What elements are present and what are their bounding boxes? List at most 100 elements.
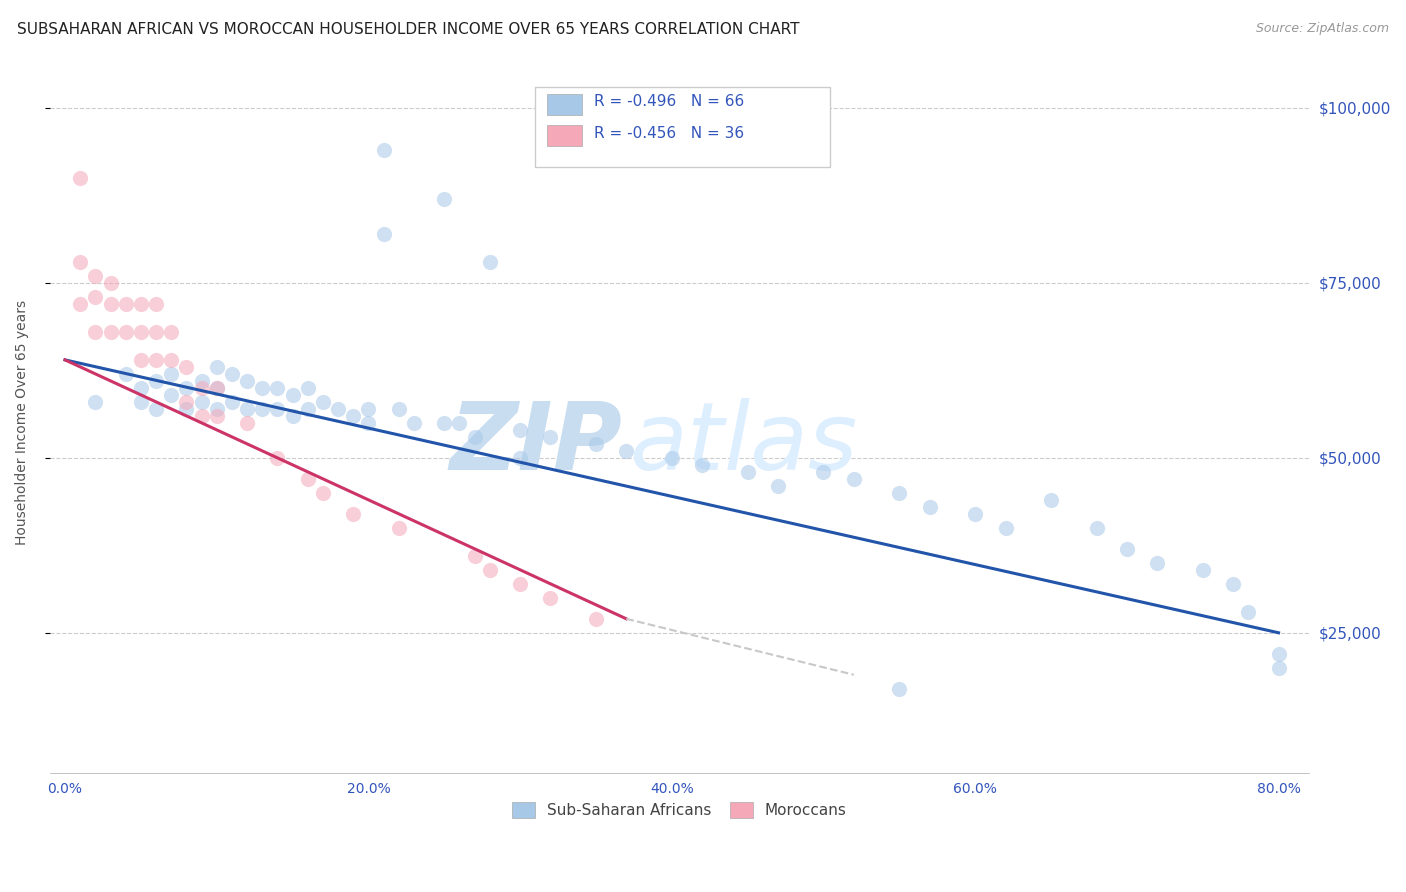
Point — [205, 381, 228, 395]
Point — [1267, 661, 1289, 675]
Point — [690, 458, 713, 472]
Point — [1237, 605, 1260, 619]
Point — [84, 395, 107, 409]
Point — [266, 450, 288, 465]
Legend: Sub-Saharan Africans, Moroccans: Sub-Saharan Africans, Moroccans — [506, 797, 853, 824]
Point — [357, 416, 380, 430]
Point — [614, 443, 637, 458]
Point — [176, 401, 198, 416]
Point — [176, 381, 198, 395]
Point — [509, 576, 531, 591]
Point — [357, 401, 380, 416]
Point — [918, 500, 941, 514]
Point — [129, 325, 152, 339]
Point — [312, 486, 335, 500]
Point — [813, 465, 835, 479]
Point — [281, 409, 304, 423]
Point — [190, 374, 212, 388]
Point — [221, 367, 243, 381]
Point — [236, 374, 259, 388]
Y-axis label: Householder Income Over 65 years: Householder Income Over 65 years — [15, 301, 30, 545]
Point — [965, 507, 987, 521]
Point — [1146, 556, 1168, 570]
Point — [297, 472, 319, 486]
Text: atlas: atlas — [628, 399, 858, 490]
Point — [297, 401, 319, 416]
Point — [342, 507, 364, 521]
Point — [373, 143, 395, 157]
Point — [114, 367, 136, 381]
Text: SUBSAHARAN AFRICAN VS MOROCCAN HOUSEHOLDER INCOME OVER 65 YEARS CORRELATION CHAR: SUBSAHARAN AFRICAN VS MOROCCAN HOUSEHOLD… — [17, 22, 800, 37]
Point — [69, 170, 91, 185]
Point — [478, 255, 501, 269]
Point — [1191, 563, 1213, 577]
Point — [449, 416, 471, 430]
Point — [585, 437, 607, 451]
Point — [509, 423, 531, 437]
Point — [129, 352, 152, 367]
Point — [538, 591, 561, 605]
Point — [281, 388, 304, 402]
Text: ZIP: ZIP — [450, 398, 623, 490]
Point — [145, 374, 167, 388]
Point — [205, 359, 228, 374]
Point — [509, 450, 531, 465]
Point — [250, 381, 273, 395]
Point — [250, 401, 273, 416]
Point — [160, 352, 183, 367]
Point — [433, 192, 456, 206]
Point — [190, 409, 212, 423]
FancyBboxPatch shape — [547, 126, 582, 146]
Point — [538, 430, 561, 444]
Point — [1040, 492, 1063, 507]
Point — [889, 486, 911, 500]
Point — [190, 395, 212, 409]
Point — [585, 612, 607, 626]
Point — [69, 255, 91, 269]
Point — [388, 521, 411, 535]
Point — [889, 681, 911, 696]
Point — [114, 297, 136, 311]
Point — [129, 297, 152, 311]
Point — [145, 352, 167, 367]
Point — [464, 549, 486, 563]
Point — [160, 325, 183, 339]
Point — [100, 297, 122, 311]
Point — [326, 401, 349, 416]
Point — [160, 388, 183, 402]
Point — [766, 479, 789, 493]
Point — [84, 325, 107, 339]
Text: R = -0.496   N = 66: R = -0.496 N = 66 — [593, 95, 744, 109]
Point — [266, 401, 288, 416]
Point — [236, 401, 259, 416]
Point — [176, 359, 198, 374]
Point — [221, 395, 243, 409]
Point — [402, 416, 425, 430]
Point — [84, 290, 107, 304]
Point — [661, 450, 683, 465]
Point — [388, 401, 411, 416]
Point — [129, 381, 152, 395]
Point — [1222, 576, 1244, 591]
Point — [1267, 647, 1289, 661]
Point — [100, 325, 122, 339]
Point — [84, 268, 107, 283]
Point — [100, 276, 122, 290]
Point — [205, 381, 228, 395]
Point — [160, 367, 183, 381]
Point — [737, 465, 759, 479]
Point — [236, 416, 259, 430]
Point — [994, 521, 1017, 535]
Point — [205, 409, 228, 423]
Point — [205, 401, 228, 416]
Point — [114, 325, 136, 339]
Point — [464, 430, 486, 444]
Point — [129, 395, 152, 409]
FancyBboxPatch shape — [547, 94, 582, 115]
Point — [433, 416, 456, 430]
Point — [190, 381, 212, 395]
Point — [297, 381, 319, 395]
Point — [1115, 541, 1137, 556]
Point — [145, 401, 167, 416]
Point — [266, 381, 288, 395]
